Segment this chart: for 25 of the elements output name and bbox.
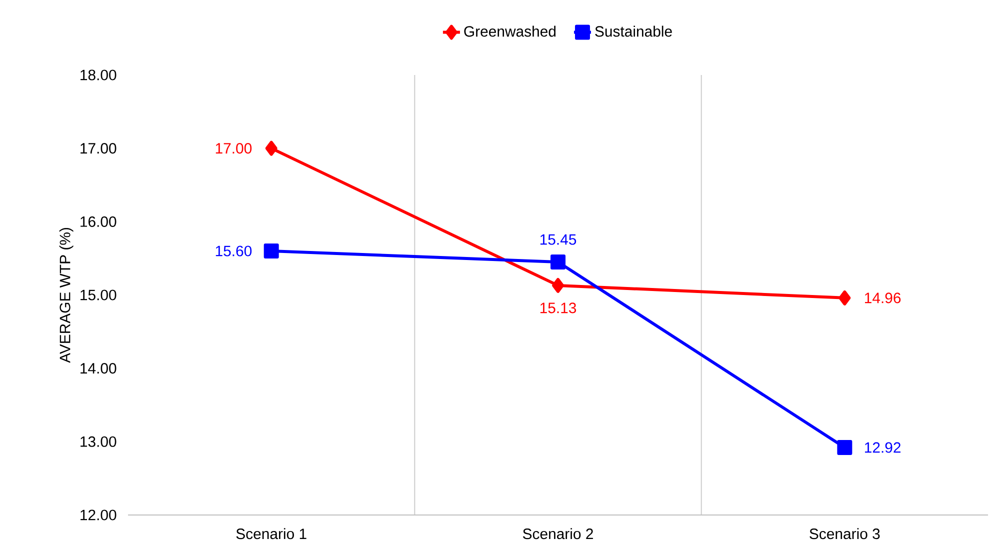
point xyxy=(550,254,566,270)
x-tick-label: Scenario 2 xyxy=(522,528,593,540)
point xyxy=(837,440,852,456)
point xyxy=(838,290,851,306)
legend-label: Greenwashed xyxy=(464,26,556,37)
data-label: 17.00 xyxy=(216,143,252,154)
data-label: 15.60 xyxy=(216,246,252,256)
point xyxy=(265,140,278,156)
y-tick-label: 16.00 xyxy=(80,216,116,227)
data-label: 14.96 xyxy=(864,292,901,304)
y-tick-label: 18.00 xyxy=(80,70,116,80)
legend-label: Sustainable xyxy=(595,26,672,37)
x-tick-label: Scenario 1 xyxy=(236,528,306,540)
data-label: 15.13 xyxy=(540,302,576,314)
point xyxy=(552,278,564,293)
y-tick-label: 13.00 xyxy=(80,436,116,447)
point xyxy=(264,243,279,258)
y-tick-label: 15.00 xyxy=(80,290,116,300)
x-tick-label: Scenario 3 xyxy=(810,528,880,540)
y-tick-label: 17.00 xyxy=(80,143,116,154)
y-axis-title: AVERAGE WTP (%) xyxy=(59,228,74,363)
data-label: 12.92 xyxy=(864,442,900,453)
y-tick-label: 14.00 xyxy=(80,363,116,374)
y-tick-label: 12.00 xyxy=(80,510,116,520)
data-label: 15.45 xyxy=(540,234,576,245)
